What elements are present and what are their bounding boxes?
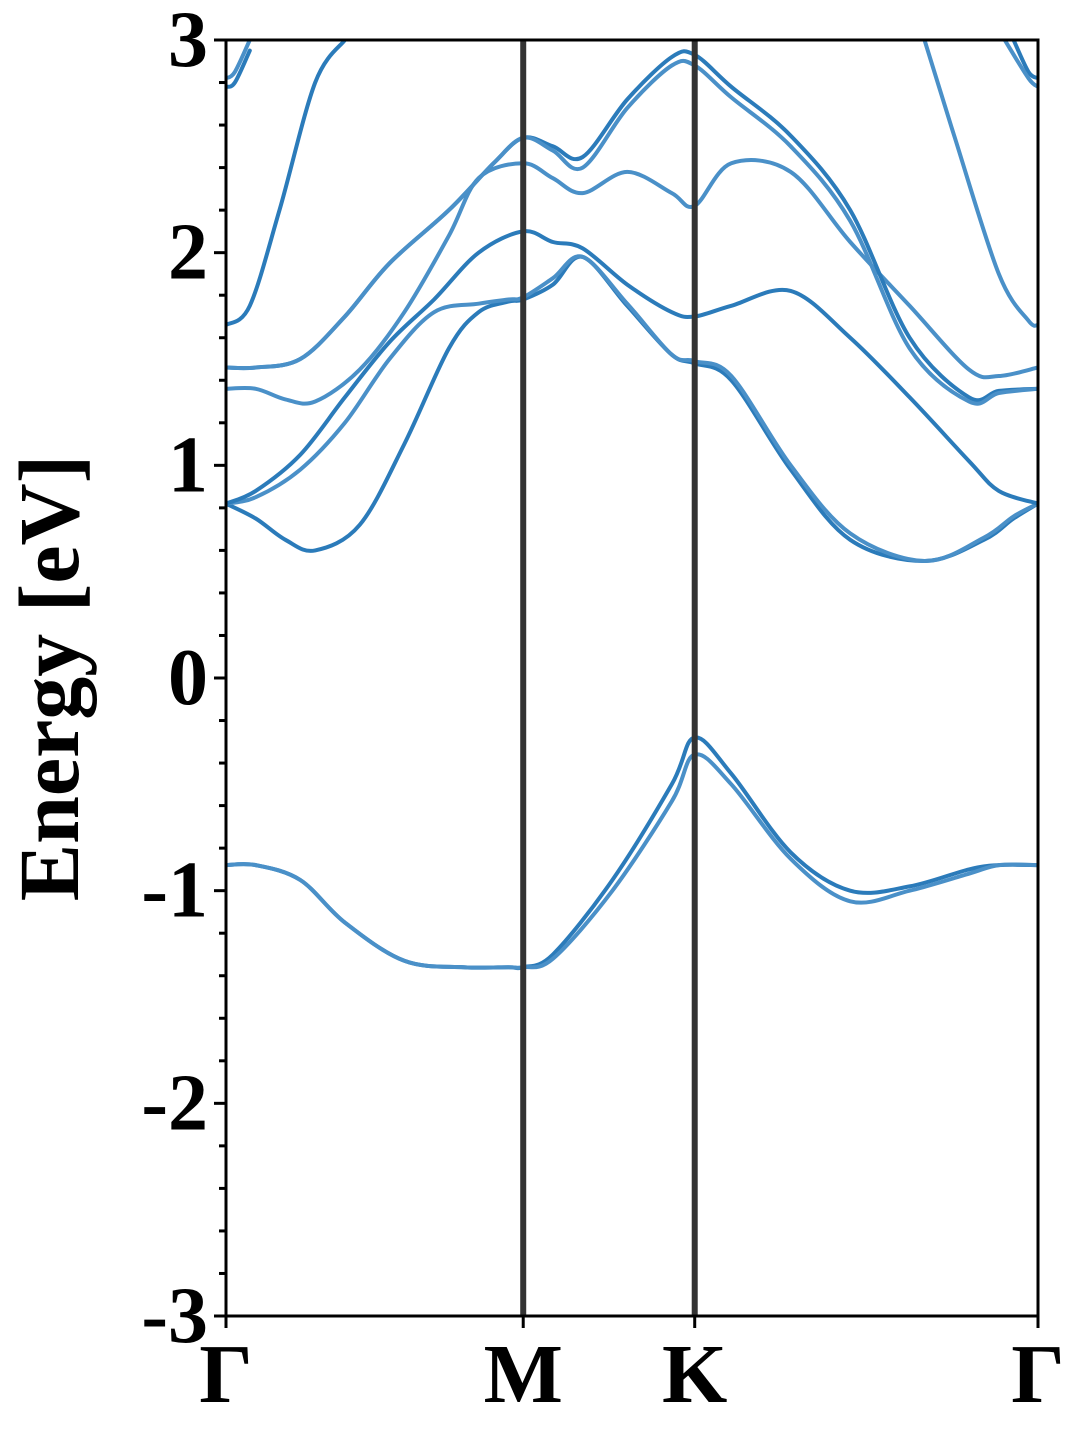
bands-group xyxy=(226,40,1038,971)
x-tick-label: Γ xyxy=(199,1328,252,1421)
y-tick-label: 0 xyxy=(168,634,208,722)
band-line-3 xyxy=(226,254,1038,563)
band-line-9 xyxy=(226,40,347,327)
x-tick-label: Γ xyxy=(1011,1328,1064,1421)
y-tick-label: -3 xyxy=(141,1272,208,1360)
x-tick-label: K xyxy=(662,1328,727,1421)
y-axis: -3 -2 -1 0 1 2 3 xyxy=(141,0,226,1360)
y-tick-label: 1 xyxy=(168,421,208,509)
band-line-13 xyxy=(1011,40,1038,81)
symmetry-lines xyxy=(520,40,698,1316)
band-line-11 xyxy=(226,48,252,89)
band-line-4 xyxy=(226,254,1038,564)
y-tick-label: -2 xyxy=(141,1059,208,1147)
band-line-6 xyxy=(226,158,1038,406)
band-line-8 xyxy=(226,58,1038,406)
x-tick-label: M xyxy=(484,1328,563,1421)
y-tick-label: -1 xyxy=(141,847,208,935)
y-tick-label: 3 xyxy=(168,0,208,84)
y-axis-label: Energy [eV] xyxy=(1,455,97,902)
band-line-5 xyxy=(226,229,1038,506)
band-line-2 xyxy=(226,752,1038,970)
y-tick-label: 2 xyxy=(168,209,208,297)
band-line-10 xyxy=(226,40,252,81)
band-line-14 xyxy=(1002,40,1038,89)
band-line-1 xyxy=(226,735,1038,971)
plot-frame xyxy=(224,38,1040,1318)
band-line-12 xyxy=(922,40,1038,328)
